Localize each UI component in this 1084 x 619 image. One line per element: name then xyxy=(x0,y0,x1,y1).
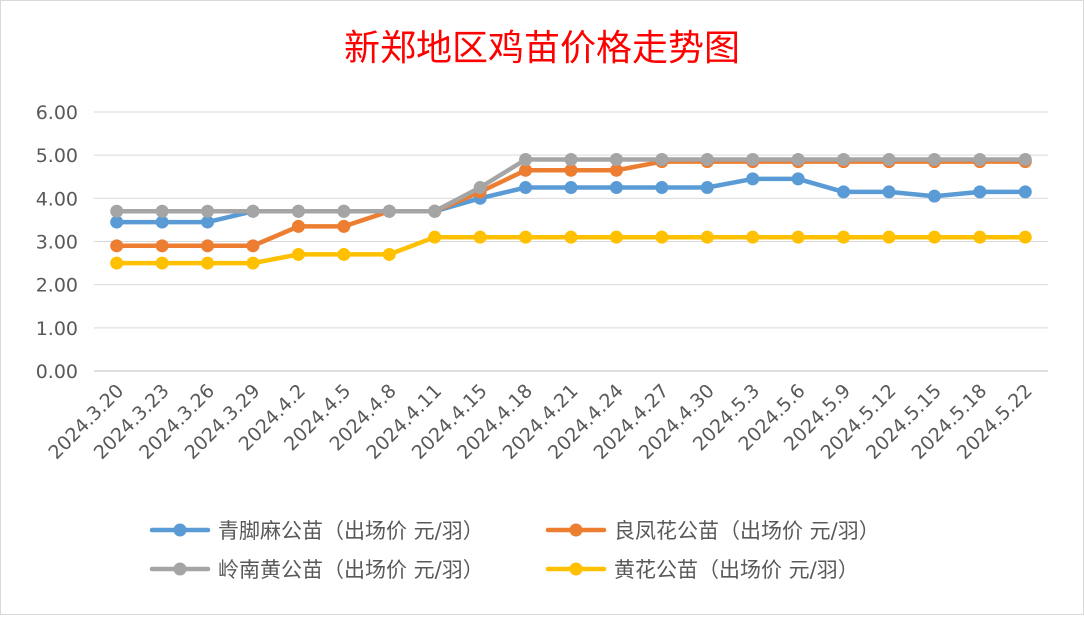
legend-item: 岭南黄公苗（出场价 元/羽） xyxy=(149,558,484,582)
data-point xyxy=(1018,185,1032,199)
data-point xyxy=(382,204,396,218)
data-point xyxy=(564,230,578,244)
legend-label: 岭南黄公苗（出场价 元/羽） xyxy=(218,558,484,582)
legend-label: 良凤花公苗（出场价 元/羽） xyxy=(614,519,880,543)
data-point xyxy=(837,185,851,199)
data-point xyxy=(291,219,305,233)
data-point xyxy=(973,185,987,199)
data-point xyxy=(882,152,896,166)
data-point xyxy=(700,152,714,166)
data-point xyxy=(337,247,351,261)
data-point xyxy=(201,256,215,270)
data-point xyxy=(201,239,215,253)
legend-item: 黄花公苗（出场价 元/羽） xyxy=(545,558,859,582)
data-point xyxy=(655,230,669,244)
data-point xyxy=(791,230,805,244)
chart-title: 新郑地区鸡苗价格走势图 xyxy=(344,28,740,69)
data-point xyxy=(201,215,215,229)
data-point xyxy=(519,181,533,195)
data-point xyxy=(201,204,215,218)
y-tick-label: 1.00 xyxy=(36,318,78,340)
data-point xyxy=(428,230,442,244)
data-point xyxy=(746,230,760,244)
data-point xyxy=(882,230,896,244)
data-point xyxy=(564,181,578,195)
data-point xyxy=(973,230,987,244)
legend-swatch-marker xyxy=(173,562,187,576)
data-point xyxy=(473,230,487,244)
data-point xyxy=(473,181,487,195)
y-tick-label: 4.00 xyxy=(36,188,78,210)
data-point xyxy=(428,204,442,218)
data-point xyxy=(609,163,623,177)
data-point xyxy=(519,152,533,166)
legend-label: 青脚麻公苗（出场价 元/羽） xyxy=(218,519,484,543)
data-point xyxy=(246,239,260,253)
data-point xyxy=(700,181,714,195)
data-point xyxy=(564,163,578,177)
data-point xyxy=(110,215,124,229)
y-tick-label: 2.00 xyxy=(36,275,78,297)
data-point xyxy=(382,247,396,261)
y-tick-label: 6.00 xyxy=(36,102,78,124)
data-point xyxy=(519,163,533,177)
data-point xyxy=(609,181,623,195)
data-point xyxy=(337,204,351,218)
data-point xyxy=(155,204,169,218)
legend-swatch-marker xyxy=(569,562,583,576)
legend-item: 青脚麻公苗（出场价 元/羽） xyxy=(149,519,484,543)
data-point xyxy=(155,239,169,253)
legend-label: 黄花公苗（出场价 元/羽） xyxy=(614,558,859,582)
data-point xyxy=(1018,152,1032,166)
data-point xyxy=(700,230,714,244)
data-point xyxy=(110,256,124,270)
y-tick-label: 0.00 xyxy=(36,361,78,383)
legend-swatch-marker xyxy=(569,523,583,537)
data-point xyxy=(609,152,623,166)
data-point xyxy=(291,247,305,261)
y-tick-label: 5.00 xyxy=(36,145,78,167)
data-point xyxy=(882,185,896,199)
legend: 青脚麻公苗（出场价 元/羽） 良凤花公苗（出场价 元/羽） 岭南黄公苗（出场价 元/… xyxy=(149,519,880,582)
data-point xyxy=(519,230,533,244)
data-point xyxy=(609,230,623,244)
data-point xyxy=(291,204,305,218)
series-group xyxy=(110,152,1032,218)
y-tick-label: 3.00 xyxy=(36,232,78,254)
data-point xyxy=(1018,230,1032,244)
data-point xyxy=(746,172,760,186)
data-point xyxy=(837,152,851,166)
data-point xyxy=(246,256,260,270)
data-point xyxy=(246,204,260,218)
data-point xyxy=(791,172,805,186)
data-point xyxy=(564,152,578,166)
data-point xyxy=(337,219,351,233)
data-point xyxy=(927,152,941,166)
data-point xyxy=(837,230,851,244)
data-point xyxy=(155,256,169,270)
legend-swatch-marker xyxy=(173,523,187,537)
data-point xyxy=(973,152,987,166)
data-point xyxy=(155,215,169,229)
y-axis-tick-labels: 0.00 1.00 2.00 3.00 4.00 5.00 6.00 xyxy=(36,102,78,383)
legend-item: 良凤花公苗（出场价 元/羽） xyxy=(545,519,880,543)
data-point xyxy=(746,152,760,166)
data-point xyxy=(927,230,941,244)
series-group xyxy=(110,230,1032,270)
data-point xyxy=(110,204,124,218)
data-point xyxy=(110,239,124,253)
data-point xyxy=(927,189,941,203)
data-point xyxy=(791,152,805,166)
series-lines xyxy=(110,152,1032,270)
data-point xyxy=(655,152,669,166)
data-point xyxy=(655,181,669,195)
